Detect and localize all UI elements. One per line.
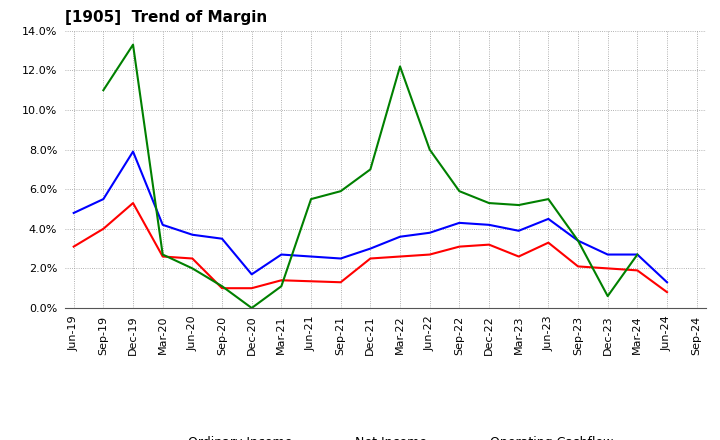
Net Income [188, 256, 197, 261]
Operating Cashflow [426, 147, 434, 152]
Operating Cashflow [217, 284, 226, 289]
Ordinary Income [336, 256, 345, 261]
Operating Cashflow [455, 188, 464, 194]
Ordinary Income [158, 222, 167, 227]
Net Income [99, 226, 108, 231]
Legend: Ordinary Income, Net Income, Operating Cashflow: Ordinary Income, Net Income, Operating C… [152, 431, 618, 440]
Net Income [336, 280, 345, 285]
Ordinary Income [603, 252, 612, 257]
Net Income [485, 242, 493, 247]
Ordinary Income [544, 216, 553, 221]
Net Income [662, 290, 671, 295]
Net Income [574, 264, 582, 269]
Operating Cashflow [307, 196, 315, 202]
Line: Operating Cashflow: Operating Cashflow [104, 44, 637, 308]
Net Income [129, 201, 138, 206]
Operating Cashflow [277, 284, 286, 289]
Ordinary Income [396, 234, 405, 239]
Operating Cashflow [158, 252, 167, 257]
Ordinary Income [633, 252, 642, 257]
Operating Cashflow [514, 202, 523, 208]
Operating Cashflow [485, 201, 493, 206]
Net Income [396, 254, 405, 259]
Net Income [307, 279, 315, 284]
Operating Cashflow [544, 196, 553, 202]
Ordinary Income [188, 232, 197, 237]
Ordinary Income [277, 252, 286, 257]
Operating Cashflow [188, 266, 197, 271]
Net Income [426, 252, 434, 257]
Line: Ordinary Income: Ordinary Income [73, 151, 667, 282]
Net Income [455, 244, 464, 249]
Net Income [366, 256, 374, 261]
Net Income [248, 286, 256, 291]
Ordinary Income [455, 220, 464, 225]
Operating Cashflow [366, 167, 374, 172]
Net Income [633, 268, 642, 273]
Operating Cashflow [574, 238, 582, 243]
Operating Cashflow [248, 305, 256, 311]
Net Income [69, 244, 78, 249]
Ordinary Income [574, 238, 582, 243]
Net Income [277, 278, 286, 283]
Operating Cashflow [129, 42, 138, 47]
Operating Cashflow [336, 188, 345, 194]
Ordinary Income [366, 246, 374, 251]
Ordinary Income [307, 254, 315, 259]
Ordinary Income [248, 271, 256, 277]
Net Income [514, 254, 523, 259]
Operating Cashflow [99, 88, 108, 93]
Net Income [217, 286, 226, 291]
Net Income [158, 254, 167, 259]
Operating Cashflow [603, 293, 612, 299]
Ordinary Income [485, 222, 493, 227]
Ordinary Income [217, 236, 226, 241]
Ordinary Income [514, 228, 523, 233]
Ordinary Income [426, 230, 434, 235]
Operating Cashflow [396, 64, 405, 69]
Ordinary Income [99, 196, 108, 202]
Text: [1905]  Trend of Margin: [1905] Trend of Margin [65, 11, 267, 26]
Ordinary Income [129, 149, 138, 154]
Line: Net Income: Net Income [73, 203, 667, 292]
Net Income [544, 240, 553, 245]
Ordinary Income [69, 210, 78, 216]
Net Income [603, 266, 612, 271]
Ordinary Income [662, 280, 671, 285]
Operating Cashflow [633, 252, 642, 257]
